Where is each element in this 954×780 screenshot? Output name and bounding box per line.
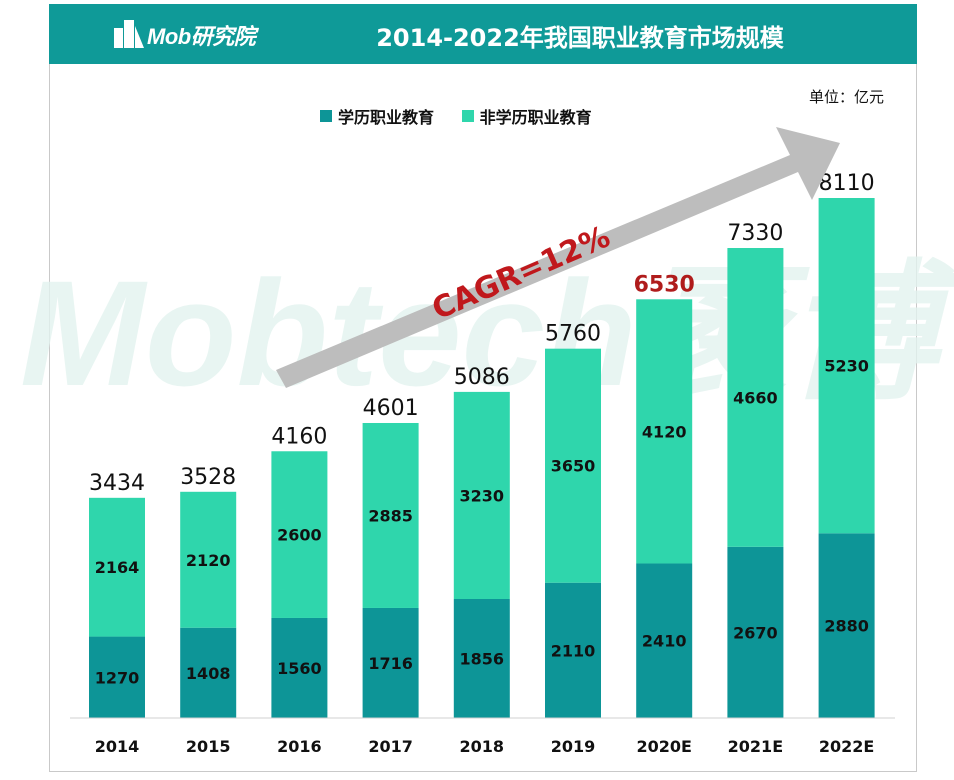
watermark-text: Mobtech袤博 xyxy=(20,249,954,417)
bar-academic-2017 xyxy=(362,607,419,718)
x-tick-2015: 2015 xyxy=(186,737,231,756)
legend-item-nonacademic: 非学历职业教育 xyxy=(461,104,592,128)
label-nonacademic-2014: 2164 xyxy=(95,558,140,577)
total-label-2016: 4160 xyxy=(271,424,327,449)
legend-label-nonacademic: 非学历职业教育 xyxy=(479,108,592,127)
bar-academic-2015 xyxy=(180,627,237,718)
x-tick-2014: 2014 xyxy=(95,737,140,756)
label-academic-2017: 1716 xyxy=(368,654,413,673)
title-bar xyxy=(49,4,917,64)
bar-nonacademic-2021E xyxy=(727,248,784,547)
bar-nonacademic-2014 xyxy=(89,497,145,637)
x-tick-2020E: 2020E xyxy=(636,737,691,756)
total-label-2019: 5760 xyxy=(545,322,601,347)
label-nonacademic-2020E: 4120 xyxy=(642,422,687,441)
total-label-2018: 5086 xyxy=(454,365,510,390)
legend-swatch-academic xyxy=(320,110,332,122)
bar-nonacademic-2020E xyxy=(636,299,693,564)
bar-academic-2022E xyxy=(818,533,875,718)
trend-arrow-icon xyxy=(276,127,840,388)
bar-academic-2021E xyxy=(727,546,784,718)
unit-label: 单位：亿元 xyxy=(808,88,884,106)
label-nonacademic-2016: 2600 xyxy=(277,526,322,545)
total-label-2017: 4601 xyxy=(363,396,419,421)
label-nonacademic-2022E: 5230 xyxy=(824,357,869,376)
bar-academic-2020E xyxy=(636,563,693,718)
label-nonacademic-2015: 2120 xyxy=(186,551,231,570)
bar-academic-2019 xyxy=(545,582,601,718)
bar-nonacademic-2022E xyxy=(818,198,875,534)
x-tick-2016: 2016 xyxy=(277,737,322,756)
legend-label-academic: 学历职业教育 xyxy=(338,108,435,127)
bar-nonacademic-2016 xyxy=(271,451,328,618)
bar-academic-2016 xyxy=(271,617,328,718)
label-nonacademic-2018: 3230 xyxy=(460,486,505,505)
x-tick-2022E: 2022E xyxy=(819,737,874,756)
total-label-2021E: 7330 xyxy=(727,221,783,246)
label-academic-2020E: 2410 xyxy=(642,632,687,651)
total-label-2015: 3528 xyxy=(180,465,236,490)
x-tick-2019: 2019 xyxy=(551,737,596,756)
label-nonacademic-2021E: 4660 xyxy=(733,388,778,407)
label-academic-2014: 1270 xyxy=(95,668,140,687)
bar-academic-2018 xyxy=(453,598,510,718)
label-nonacademic-2019: 3650 xyxy=(551,457,596,476)
bar-nonacademic-2015 xyxy=(180,491,237,628)
x-tick-2021E: 2021E xyxy=(728,737,783,756)
bar-academic-2014 xyxy=(89,636,145,718)
bar-nonacademic-2017 xyxy=(362,422,419,608)
page-title: 2014-2022年我国职业教育市场规模 xyxy=(376,24,784,52)
label-academic-2021E: 2670 xyxy=(733,623,778,642)
legend-swatch-nonacademic xyxy=(461,110,474,122)
bar-nonacademic-2018 xyxy=(453,391,510,599)
legend-item-academic: 学历职业教育 xyxy=(320,104,434,128)
total-label-2020E: 6530 xyxy=(634,272,695,297)
label-academic-2019: 2110 xyxy=(551,641,596,660)
label-nonacademic-2017: 2885 xyxy=(368,506,413,525)
label-academic-2018: 1856 xyxy=(460,649,505,668)
x-tick-2018: 2018 xyxy=(460,737,505,756)
mob-logo-icon xyxy=(114,20,144,48)
total-label-2014: 3434 xyxy=(89,471,145,496)
label-academic-2016: 1560 xyxy=(277,659,322,678)
x-tick-2017: 2017 xyxy=(368,737,413,756)
logo-text: Mob研究院 xyxy=(147,24,256,49)
bar-nonacademic-2019 xyxy=(545,348,601,583)
total-label-2022E: 8110 xyxy=(819,171,875,196)
label-academic-2015: 1408 xyxy=(186,664,231,683)
chart-legend: 学历职业教育 非学历职业教育 xyxy=(320,104,614,128)
label-academic-2022E: 2880 xyxy=(824,617,869,636)
